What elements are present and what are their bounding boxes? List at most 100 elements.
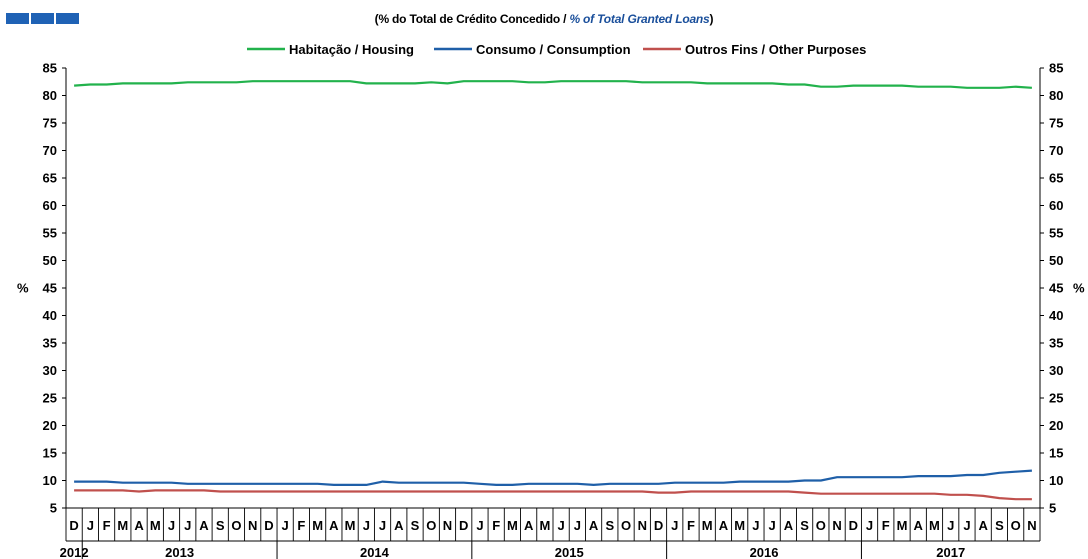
x-month-label: M [539, 518, 550, 533]
x-year-label: 2016 [750, 545, 779, 559]
y-tick-label-left: 5 [50, 501, 57, 516]
y-tick-label-left: 10 [43, 473, 57, 488]
x-month-label: N [248, 518, 257, 533]
x-month-label: D [459, 518, 468, 533]
y-tick-label-right: 70 [1049, 143, 1063, 158]
y-tick-label-left: 85 [43, 61, 57, 76]
x-month-label: S [995, 518, 1004, 533]
y-tick-label-right: 25 [1049, 391, 1063, 406]
x-year-label: 2015 [555, 545, 584, 559]
subtitle-prefix: (% do Total de Crédito Concedido / [374, 12, 570, 26]
x-month-label: J [476, 518, 483, 533]
x-month-label: O [621, 518, 631, 533]
x-month-label: S [605, 518, 614, 533]
bank-logo-icon [6, 13, 79, 24]
subtitle-english: % of Total Granted Loans [569, 12, 710, 26]
x-month-label: F [492, 518, 500, 533]
y-tick-label-right: 30 [1049, 363, 1063, 378]
x-year-label: 2012 [60, 545, 89, 559]
x-month-label: M [345, 518, 356, 533]
y-tick-label-left: 75 [43, 116, 57, 131]
y-tick-label-right: 65 [1049, 171, 1063, 186]
x-month-label: F [297, 518, 305, 533]
x-month-label: M [734, 518, 745, 533]
y-tick-label-left: 35 [43, 336, 57, 351]
x-month-label: J [866, 518, 873, 533]
x-month-label: A [719, 518, 729, 533]
y-tick-label-left: 30 [43, 363, 57, 378]
y-tick-label-left: 60 [43, 198, 57, 213]
y-tick-label-left: 50 [43, 253, 57, 268]
x-month-label: A [394, 518, 404, 533]
y-tick-label-left: 20 [43, 418, 57, 433]
y-tick-label-right: 45 [1049, 281, 1063, 296]
x-month-label: M [507, 518, 518, 533]
x-month-label: J [168, 518, 175, 533]
x-month-label: A [914, 518, 924, 533]
y-tick-label-right: 10 [1049, 473, 1063, 488]
x-month-label: O [1011, 518, 1021, 533]
series-line [74, 469, 1032, 486]
x-month-label: J [87, 518, 94, 533]
x-year-label: 2017 [936, 545, 965, 559]
x-month-label: O [426, 518, 436, 533]
x-month-label: S [216, 518, 225, 533]
x-month-label: D [69, 518, 78, 533]
x-month-label: F [103, 518, 111, 533]
x-month-label: N [638, 518, 647, 533]
x-month-label: J [184, 518, 191, 533]
y-axis-label-left: % [17, 281, 29, 296]
y-tick-label-left: 15 [43, 446, 57, 461]
y-tick-label-right: 40 [1049, 308, 1063, 323]
x-month-label: A [784, 518, 794, 533]
logo-bar-2 [31, 13, 54, 24]
x-month-label: J [947, 518, 954, 533]
y-tick-label-right: 15 [1049, 446, 1063, 461]
x-month-label: F [882, 518, 890, 533]
logo-bar-1 [6, 13, 29, 24]
x-month-label: J [574, 518, 581, 533]
x-month-label: F [687, 518, 695, 533]
y-tick-label-left: 65 [43, 171, 57, 186]
x-month-label: J [557, 518, 564, 533]
series-line [74, 489, 1032, 501]
y-tick-label-left: 40 [43, 308, 57, 323]
x-month-label: J [752, 518, 759, 533]
y-tick-label-right: 35 [1049, 336, 1063, 351]
x-month-label: O [231, 518, 241, 533]
x-month-label: J [963, 518, 970, 533]
legend-label: Consumo / Consumption [476, 42, 631, 57]
y-tick-label-left: 55 [43, 226, 57, 241]
x-month-label: M [929, 518, 940, 533]
y-tick-label-right: 85 [1049, 61, 1063, 76]
y-tick-label-right: 5 [1049, 501, 1056, 516]
x-month-label: O [816, 518, 826, 533]
y-tick-label-right: 60 [1049, 198, 1063, 213]
x-month-label: A [134, 518, 144, 533]
x-month-label: J [769, 518, 776, 533]
x-month-label: J [282, 518, 289, 533]
y-tick-label-right: 50 [1049, 253, 1063, 268]
x-month-label: N [443, 518, 452, 533]
y-tick-label-right: 55 [1049, 226, 1063, 241]
x-month-label: A [589, 518, 599, 533]
chart-legend: Habitação / Housing Consumo / Consumption… [247, 42, 866, 57]
x-month-label: M [150, 518, 161, 533]
x-month-label: D [849, 518, 858, 533]
x-month-label: M [312, 518, 323, 533]
x-year-label: 2014 [360, 545, 390, 559]
y-tick-label-left: 70 [43, 143, 57, 158]
x-month-label: N [1027, 518, 1036, 533]
x-month-label: S [411, 518, 420, 533]
x-month-label: A [329, 518, 339, 533]
y-tick-label-right: 75 [1049, 116, 1063, 131]
x-month-label: N [832, 518, 841, 533]
y-tick-label-right: 80 [1049, 88, 1063, 103]
x-month-label: M [897, 518, 908, 533]
series-line [74, 80, 1032, 89]
x-month-label: A [978, 518, 988, 533]
x-month-label: D [654, 518, 663, 533]
